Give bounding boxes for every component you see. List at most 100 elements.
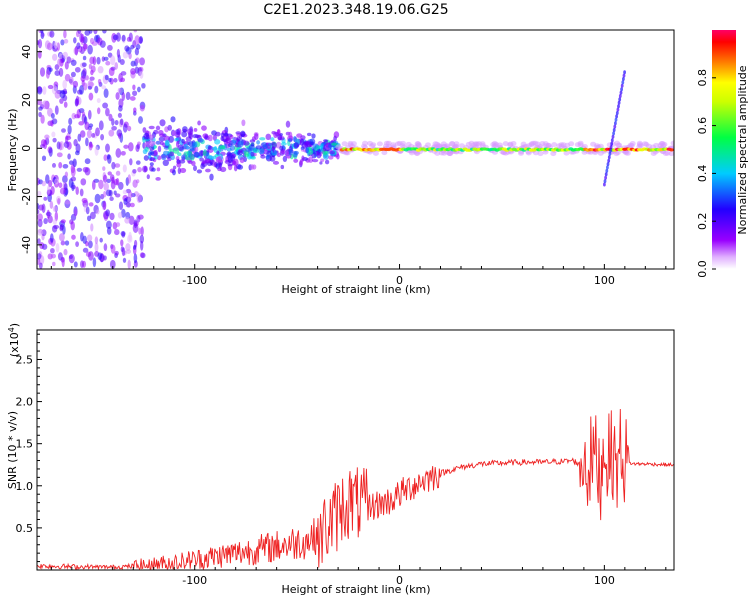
heatmap-blob-24 <box>119 59 125 65</box>
heatmap-blob-1499 <box>617 100 621 105</box>
heatmap-blob-581 <box>181 131 188 138</box>
heatmap-blob-72 <box>79 130 86 138</box>
heatmap-blob-355 <box>41 243 48 250</box>
heatmap-blob-314 <box>120 239 124 247</box>
heatmap-blob-23 <box>54 105 59 115</box>
heatmap-blob-1022 <box>273 150 278 156</box>
heatmap-blob-358 <box>68 117 73 126</box>
heatmap-blob-962 <box>288 148 293 156</box>
heatmap-blob-78 <box>82 55 87 61</box>
heatmap-blob-925 <box>320 143 324 149</box>
heatmap-blob-802 <box>259 137 266 141</box>
heatmap-blob-1032 <box>167 124 173 131</box>
heatmap-blob-1020 <box>293 142 299 149</box>
heatmap-blob-1002 <box>331 142 337 146</box>
heatmap-blob-1332 <box>476 141 482 147</box>
heatmap-blob-1479 <box>605 168 609 173</box>
heatmap-blob-460 <box>100 133 105 141</box>
heatmap-blob-71 <box>51 131 56 138</box>
heatmap-blob-1260 <box>653 142 660 148</box>
heatmap-blob-1315 <box>592 150 599 156</box>
heatmap-blob-233 <box>91 133 96 138</box>
heatmap-blob-32 <box>106 178 111 184</box>
heatmap-blob-1492 <box>613 124 617 129</box>
heatmap-blob-208 <box>68 160 74 165</box>
heatmap-blob-422 <box>67 124 72 135</box>
spectrogram-frame <box>36 29 675 270</box>
heatmap-blob-266 <box>84 167 91 176</box>
heatmap-blob-137 <box>139 234 145 244</box>
heatmap-blob-131 <box>89 211 96 220</box>
heatmap-blob-149 <box>48 179 53 188</box>
heatmap-blob-391 <box>135 160 141 165</box>
heatmap-blob-1270 <box>551 142 558 148</box>
heatmap-blob-282 <box>70 167 76 177</box>
heatmap-blob-371 <box>47 42 53 51</box>
heatmap-blob-338 <box>114 62 119 70</box>
heatmap-blob-884 <box>258 148 265 155</box>
heatmap-blob-403 <box>79 85 84 95</box>
snr-yscale-base: (x10 <box>8 332 21 357</box>
heatmap-blob-940 <box>250 151 255 157</box>
heatmap-blob-1021 <box>288 131 293 139</box>
heatmap-blob-1507 <box>622 73 626 78</box>
heatmap-blob-63 <box>37 50 42 59</box>
heatmap-blob-975 <box>323 139 328 143</box>
heatmap-blob-222 <box>101 85 107 90</box>
heatmap-blob-416 <box>129 202 135 208</box>
heatmap-blob-450 <box>115 32 121 42</box>
heatmap-blob-773 <box>185 136 192 142</box>
heatmap-blob-494 <box>45 211 52 217</box>
heatmap-blob-57 <box>140 226 144 236</box>
heatmap-blob-1482 <box>607 158 611 163</box>
heatmap-blob-198 <box>47 120 54 127</box>
heatmap-blob-483 <box>127 125 132 132</box>
heatmap-blob-654 <box>272 160 280 165</box>
heatmap-blob-969 <box>229 145 235 151</box>
heatmap-blob-492 <box>58 233 65 242</box>
heatmap-blob-1508 <box>623 70 626 75</box>
heatmap-blob-80 <box>107 171 112 176</box>
heatmap-blob-490 <box>99 40 106 48</box>
heatmap-blob-463 <box>37 86 43 93</box>
heatmap-blob-929 <box>250 142 255 147</box>
heatmap-blob-750 <box>172 169 176 176</box>
colorbar-tick-label: 0.2 <box>696 212 709 230</box>
heatmap-blob-357 <box>52 218 57 225</box>
heatmap-blob-1005 <box>169 151 175 157</box>
heatmap-blob-571 <box>270 137 275 142</box>
heatmap-blob-193 <box>52 53 58 61</box>
spectrogram-xtick-label: 0 <box>396 274 403 287</box>
heatmap-blob-996 <box>202 133 209 139</box>
heatmap-blob-470 <box>63 183 68 191</box>
heatmap-blob-368 <box>79 33 83 43</box>
heatmap-blob-1179 <box>341 141 348 147</box>
heatmap-blob-466 <box>127 174 132 184</box>
heatmap-blob-1505 <box>621 80 625 85</box>
heatmap-blob-456 <box>118 72 123 83</box>
heatmap-blob-831 <box>333 131 340 139</box>
heatmap-blob-411 <box>124 217 131 224</box>
heatmap-blob-356 <box>60 240 66 246</box>
heatmap-blob-1036 <box>254 133 259 141</box>
heatmap-blob-1485 <box>609 148 612 153</box>
heatmap-blob-217 <box>128 52 132 60</box>
heatmap-blob-1310 <box>449 141 456 147</box>
heatmap-blob-242 <box>83 43 87 52</box>
colorbar-tick-label: 0.4 <box>696 165 709 183</box>
heatmap-blob-716 <box>201 125 207 131</box>
heatmap-blob-400 <box>42 86 47 95</box>
heatmap-blob-904 <box>233 136 237 141</box>
heatmap-blob-141 <box>82 68 87 77</box>
heatmap-blob-350 <box>51 118 58 125</box>
heatmap-blob-513 <box>73 261 78 268</box>
heatmap-blob-907 <box>156 155 162 160</box>
heatmap-blob-147 <box>111 161 116 170</box>
snr-plot-area <box>37 330 674 570</box>
heatmap-blob-493 <box>48 67 53 72</box>
heatmap-blob-120 <box>103 88 109 99</box>
heatmap-blob-399 <box>137 166 142 173</box>
heatmap-blob-437 <box>102 200 107 211</box>
heatmap-blob-491 <box>52 261 56 267</box>
